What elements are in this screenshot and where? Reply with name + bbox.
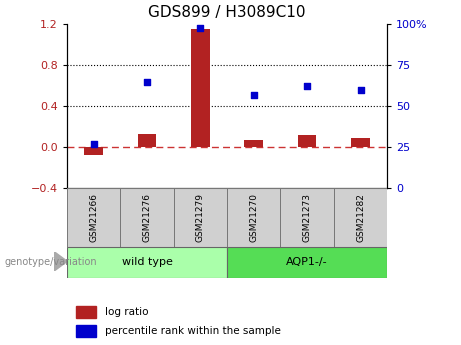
Bar — [244, 140, 263, 147]
Text: GSM21276: GSM21276 — [142, 193, 152, 242]
Text: GSM21273: GSM21273 — [302, 193, 312, 242]
Text: percentile rank within the sample: percentile rank within the sample — [105, 326, 281, 336]
Bar — [77, 306, 96, 317]
Bar — [77, 325, 96, 337]
Text: wild type: wild type — [122, 257, 172, 267]
Point — [250, 92, 257, 97]
Bar — [334, 188, 387, 247]
Bar — [137, 134, 156, 147]
Point — [90, 141, 97, 147]
Bar — [227, 188, 280, 247]
Bar — [191, 29, 210, 147]
Text: GSM21282: GSM21282 — [356, 193, 365, 242]
Bar — [67, 247, 227, 278]
Text: GSM21266: GSM21266 — [89, 193, 98, 242]
Point — [143, 79, 151, 84]
Text: GSM21279: GSM21279 — [196, 193, 205, 242]
Bar — [67, 188, 120, 247]
Bar — [120, 188, 174, 247]
Polygon shape — [54, 252, 67, 271]
Text: genotype/variation: genotype/variation — [5, 257, 97, 266]
Bar — [351, 138, 370, 147]
Bar — [174, 188, 227, 247]
Bar — [298, 135, 317, 147]
Point — [357, 87, 364, 92]
Bar — [84, 147, 103, 155]
Bar — [227, 247, 387, 278]
Title: GDS899 / H3089C10: GDS899 / H3089C10 — [148, 5, 306, 20]
Text: AQP1-/-: AQP1-/- — [286, 257, 328, 267]
Text: GSM21270: GSM21270 — [249, 193, 258, 242]
Point — [303, 84, 311, 89]
Bar — [280, 188, 334, 247]
Text: log ratio: log ratio — [105, 307, 149, 317]
Point — [197, 26, 204, 31]
